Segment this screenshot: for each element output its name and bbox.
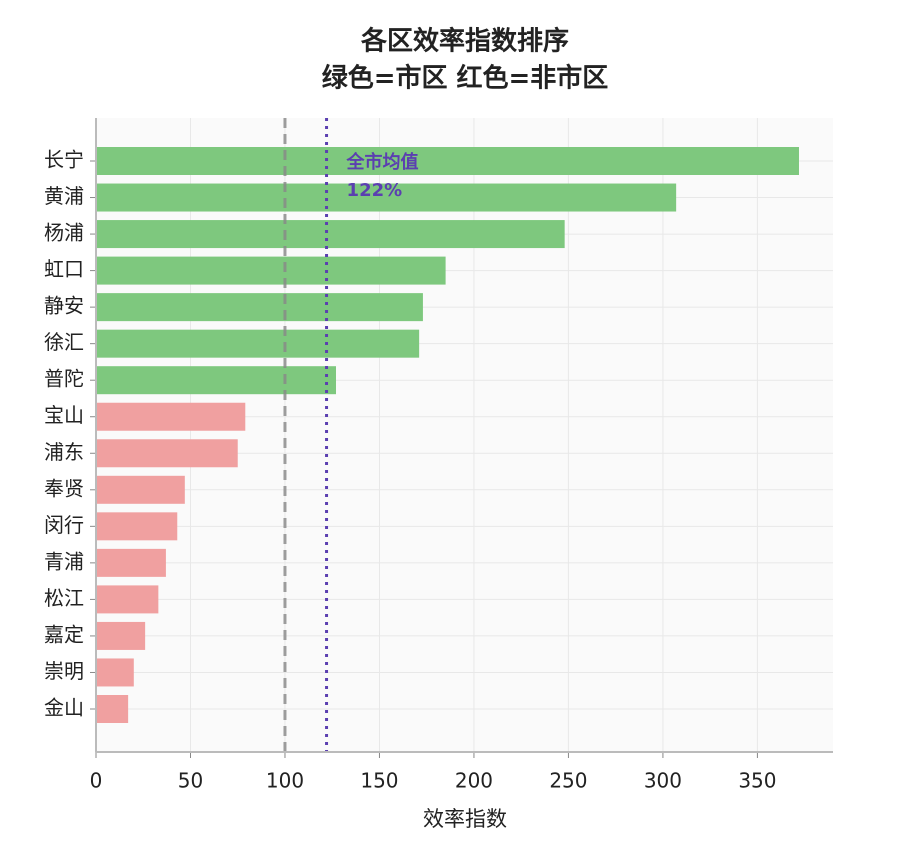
x-tick-label: 200 (455, 769, 493, 793)
y-tick-label: 松江 (44, 586, 84, 610)
y-tick-label: 黄浦 (44, 184, 84, 208)
x-tick-label: 350 (738, 769, 776, 793)
bar (96, 329, 420, 358)
bar (96, 402, 246, 431)
y-tick-label: 静安 (44, 294, 84, 318)
bar (96, 147, 799, 175)
bar (96, 293, 423, 322)
x-tick-label: 250 (549, 769, 587, 793)
plot-area (96, 118, 833, 752)
x-tick-label: 150 (360, 769, 398, 793)
bar (96, 475, 185, 504)
reference-label: 全市均值 (346, 151, 419, 173)
bar (96, 256, 446, 285)
chart-title: 各区效率指数排序 (360, 26, 569, 57)
y-tick-label: 金山 (44, 696, 84, 720)
bar (96, 183, 677, 212)
x-tick-label: 300 (644, 769, 682, 793)
y-tick-label: 青浦 (44, 549, 84, 573)
y-tick-label: 闵行 (44, 513, 84, 537)
bar (96, 658, 134, 687)
y-tick-label: 奉贤 (44, 476, 84, 500)
x-tick-label: 100 (266, 769, 304, 793)
y-tick-label: 长宁 (44, 148, 84, 172)
bar (96, 220, 565, 249)
reference-value-label: 122% (347, 180, 403, 201)
bar (96, 439, 238, 468)
x-tick-label: 50 (178, 769, 203, 793)
bar (96, 548, 166, 577)
y-tick-label: 宝山 (44, 403, 84, 427)
y-tick-label: 杨浦 (44, 221, 84, 245)
y-tick-label: 普陀 (44, 367, 84, 391)
y-tick-label: 嘉定 (44, 622, 84, 646)
bar (96, 695, 129, 723)
bar (96, 585, 159, 614)
x-axis-label: 效率指数 (423, 807, 507, 831)
y-tick-label: 虹口 (44, 257, 84, 281)
y-tick-label: 崇明 (44, 659, 84, 683)
chart-subtitle: 绿色=市区 红色=非市区 (322, 63, 609, 94)
x-tick-label: 0 (90, 769, 103, 793)
bar (96, 621, 146, 650)
bar (96, 512, 178, 541)
y-tick-label: 徐汇 (44, 330, 84, 354)
y-tick-label: 浦东 (44, 440, 84, 464)
bar (96, 366, 336, 395)
